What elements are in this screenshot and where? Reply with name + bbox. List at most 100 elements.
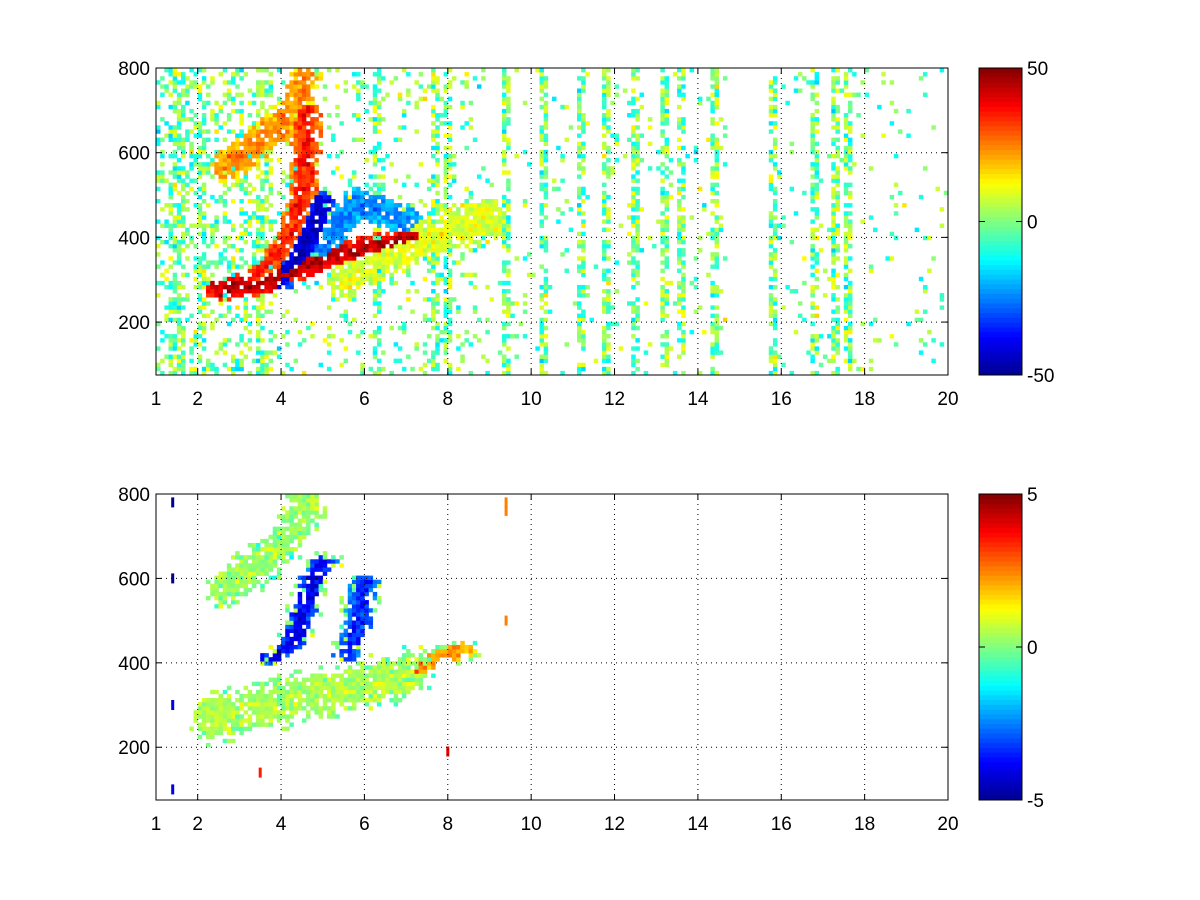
heatmap-cell [356,596,361,601]
heatmap-cell [160,178,165,183]
heatmap-cell [222,350,228,355]
heatmap-cell [447,133,453,138]
heatmap-cell [847,153,853,159]
heatmap-cell [372,149,378,155]
heatmap-cell [581,125,586,130]
heatmap-cell [606,145,611,151]
heatmap-cell [372,350,378,355]
heatmap-cell [464,244,469,249]
heatmap-cell [210,108,215,114]
heatmap-cell [172,235,178,241]
heatmap-cell [577,239,582,245]
heatmap-cell [293,358,299,364]
heatmap-cell [772,145,778,151]
heatmap-cell [393,342,399,347]
heatmap-cell [376,698,382,703]
heatmap-cell [331,289,336,294]
heatmap-cell [226,693,232,699]
heatmap-cell [677,338,682,343]
heatmap-cell [376,186,382,192]
heatmap-cell [160,162,165,167]
heatmap-cell [281,276,286,282]
heatmap-cell [401,207,407,212]
heatmap-cell [172,276,178,282]
heatmap-cell [581,329,586,335]
heatmap-cell [260,88,265,93]
heatmap-cell [535,68,540,73]
heatmap-cell [351,252,357,257]
heatmap-cell [847,190,853,196]
heatmap-cell [835,244,840,249]
heatmap-cell [231,710,236,715]
heatmap-cell [847,354,853,359]
heatmap-cell [831,227,836,233]
heatmap-cell [381,96,386,102]
heatmap-cell [456,223,461,228]
heatmap-cell [376,158,382,163]
heatmap-cell [652,244,657,249]
heatmap-cell [660,121,665,126]
heatmap-cell [322,186,328,192]
heatmap-cell [339,235,344,241]
heatmap-cell [710,84,715,89]
heatmap-cell [201,346,207,351]
heatmap-cell [501,170,507,175]
heatmap-cell [239,730,244,736]
heatmap-cell [497,207,503,212]
heatmap-cell [447,329,453,335]
heatmap-cell [772,190,778,196]
heatmap-cell [339,244,344,249]
heatmap-cell [281,125,286,130]
heatmap-cell [331,203,336,208]
heatmap-cell [343,190,349,196]
heatmap-cell [314,583,319,589]
heatmap-cell [251,583,257,589]
heatmap-cell [301,706,307,711]
heatmap-cell [347,677,353,682]
x-tick-label: 16 [771,389,792,410]
heatmap-cell [368,276,374,282]
heatmap-cell [922,92,928,97]
heatmap-cell [206,313,211,318]
heatmap-cell [376,227,382,233]
heatmap-cell [485,358,490,364]
heatmap-cell [264,362,269,368]
heatmap-cell [664,145,670,151]
heatmap-cell [922,166,928,171]
heatmap-cell [193,223,198,228]
heatmap-cell [314,494,319,499]
heatmap-cell [281,334,286,339]
heatmap-cell [677,219,682,224]
heatmap-cell [606,309,611,314]
heatmap-cell [281,121,286,126]
heatmap-cell [197,264,203,269]
heatmap-cell [376,207,382,212]
heatmap-cell [860,80,865,85]
heatmap-cell [414,215,419,220]
heatmap-cell [247,158,253,163]
heatmap-cell [831,186,836,192]
heatmap-cell [231,158,236,163]
heatmap-cell [322,677,328,682]
heatmap-cell [293,80,299,85]
heatmap-cell [310,174,315,179]
heatmap-cell [802,256,807,261]
heatmap-cell [664,108,670,114]
heatmap-cell [289,685,294,691]
heatmap-cell [831,272,836,278]
heatmap-cell [331,198,336,204]
heatmap-cell [431,137,436,142]
heatmap-cell [481,223,486,228]
heatmap-cell [356,239,361,245]
heatmap-cell [256,141,261,147]
heatmap-cell [222,239,228,245]
heatmap-cell [447,334,453,339]
heatmap-cell [301,526,307,532]
heatmap-cell [181,203,186,208]
heatmap-cell [197,133,203,138]
heatmap-cell [176,321,182,327]
heatmap-cell [314,121,319,126]
heatmap-cell [168,186,173,192]
heatmap-cell [447,362,453,368]
heatmap-cell [289,166,294,171]
